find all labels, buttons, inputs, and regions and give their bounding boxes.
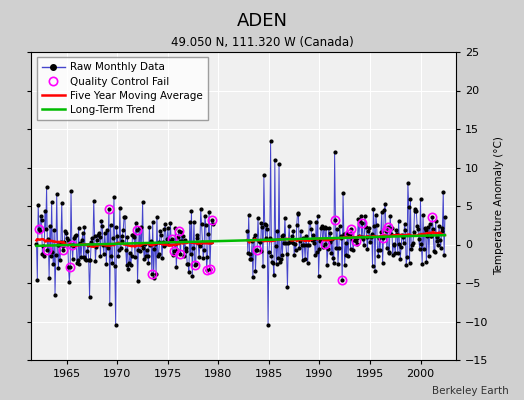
Text: 49.050 N, 111.320 W (Canada): 49.050 N, 111.320 W (Canada) — [171, 36, 353, 49]
Legend: Raw Monthly Data, Quality Control Fail, Five Year Moving Average, Long-Term Tren: Raw Monthly Data, Quality Control Fail, … — [37, 57, 208, 120]
Text: Berkeley Earth: Berkeley Earth — [432, 386, 508, 396]
Y-axis label: Temperature Anomaly (°C): Temperature Anomaly (°C) — [494, 136, 504, 276]
Text: ADEN: ADEN — [236, 12, 288, 30]
